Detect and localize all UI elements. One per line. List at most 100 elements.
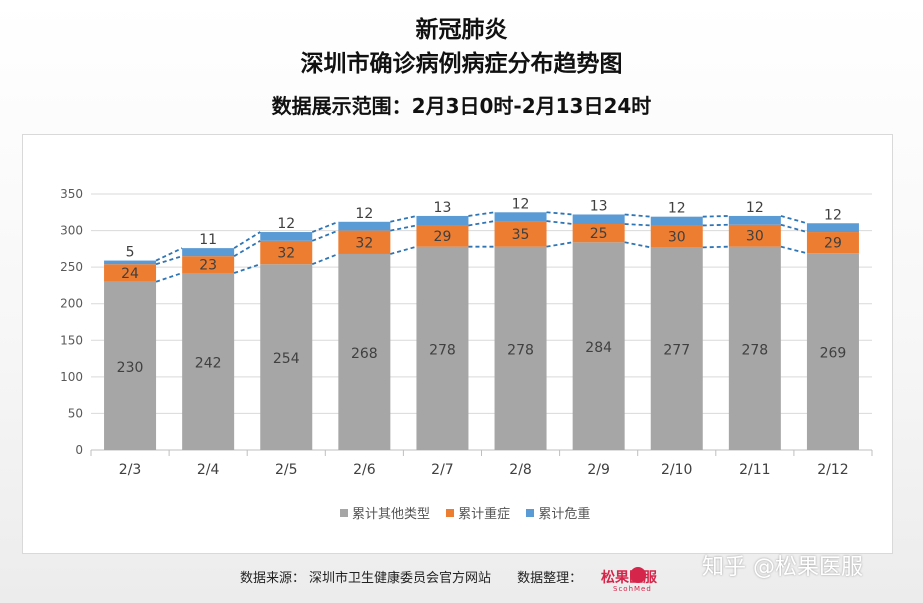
data-label-severe: 30 xyxy=(746,229,764,245)
watermark: 知乎 @松果医服 xyxy=(702,555,863,580)
bar-segment-critical xyxy=(650,216,703,226)
x-tick-label: 2/10 xyxy=(661,462,692,478)
series-connector-line xyxy=(233,263,261,274)
data-label-critical: 13 xyxy=(590,198,608,214)
series-connector-line xyxy=(233,231,261,249)
data-label-critical: 12 xyxy=(355,206,373,222)
series-connector-line xyxy=(546,220,573,225)
organizer-label: 数据整理： xyxy=(517,571,583,586)
legend-item-severe: 累计重症 xyxy=(446,503,510,522)
bar-segment-critical xyxy=(494,212,547,222)
bar-segment-critical xyxy=(260,232,313,241)
series-connector-line xyxy=(155,255,183,266)
bar-segment-critical xyxy=(728,215,781,225)
data-label-other: 230 xyxy=(117,360,144,376)
series-connector-line xyxy=(390,215,417,223)
bar-segment-severe xyxy=(182,256,235,273)
bar-segment-other xyxy=(572,242,625,450)
legend-swatch-severe xyxy=(446,509,455,517)
data-label-other: 242 xyxy=(195,355,222,371)
legend-label-critical: 累计危重 xyxy=(538,507,591,522)
series-connector-line xyxy=(468,220,495,227)
series-connector-line xyxy=(311,229,339,242)
bar-segment-other xyxy=(260,264,313,450)
bar-segment-critical xyxy=(806,223,859,233)
x-tick-label: 2/9 xyxy=(587,462,610,478)
logo-text: 松果医服 xyxy=(601,570,657,586)
source-value: 深圳市卫生健康委员会官方网站 xyxy=(309,571,492,586)
series-connector-line xyxy=(702,215,729,218)
series-connector-line xyxy=(390,224,417,232)
y-tick-label: 200 xyxy=(60,297,83,311)
bar-segment-other xyxy=(728,246,781,450)
bar-segment-other xyxy=(650,247,703,450)
chart-subtitle: 深圳市确诊病例病症分布趋势图 xyxy=(300,51,623,77)
bar-segment-critical xyxy=(572,214,625,224)
series-connector-line xyxy=(155,272,183,283)
data-label-critical: 12 xyxy=(746,200,764,216)
y-tick-label: 100 xyxy=(60,370,83,384)
series-connector-line xyxy=(155,247,183,262)
bar-segment-critical xyxy=(416,215,469,226)
bar-segment-critical xyxy=(338,221,391,231)
legend-swatch-other xyxy=(340,509,348,517)
data-label-severe: 29 xyxy=(824,236,842,252)
bar-segment-severe xyxy=(806,232,859,254)
data-label-severe: 32 xyxy=(355,235,373,251)
series-connector-line xyxy=(311,220,339,233)
x-tick-label: 2/3 xyxy=(119,462,142,478)
data-label-other: 268 xyxy=(351,346,378,362)
data-label-severe: 24 xyxy=(121,266,139,282)
series-connector-line xyxy=(702,223,729,227)
data-label-severe: 25 xyxy=(590,226,608,242)
data-label-critical: 12 xyxy=(668,201,686,217)
data-label-other: 278 xyxy=(741,342,768,358)
data-label-critical: 13 xyxy=(434,200,452,216)
data-label-other: 277 xyxy=(663,343,690,359)
bar-segment-severe xyxy=(104,264,157,282)
y-tick-label: 300 xyxy=(60,224,83,238)
series-connector-line xyxy=(780,245,808,255)
bar-segment-severe xyxy=(260,240,313,265)
series-connector-line xyxy=(780,223,808,233)
x-tick-label: 2/5 xyxy=(275,462,298,478)
data-label-critical: 12 xyxy=(512,196,530,212)
series-connector-line xyxy=(311,253,339,266)
source-label: 数据来源： xyxy=(240,571,306,586)
legend-item-other: 累计其他类型 xyxy=(340,503,430,522)
data-label-other: 284 xyxy=(585,340,612,356)
data-label-critical: 12 xyxy=(277,216,295,232)
y-tick-label: 0 xyxy=(75,443,83,457)
series-connector-line xyxy=(546,241,573,248)
legend-item-critical: 累计危重 xyxy=(526,503,590,522)
chart-title: 新冠肺炎 xyxy=(415,17,508,43)
legend-swatch-critical xyxy=(526,509,535,517)
bar-segment-severe xyxy=(416,225,469,247)
data-label-critical: 11 xyxy=(199,232,217,248)
data-label-other: 254 xyxy=(273,351,300,367)
series-connector-line xyxy=(390,245,417,255)
x-tick-label: 2/12 xyxy=(817,462,848,478)
data-label-other: 278 xyxy=(507,342,534,358)
data-label-other: 269 xyxy=(820,346,847,362)
series-connector-line xyxy=(233,240,261,257)
data-label-severe: 32 xyxy=(277,246,295,262)
data-label-severe: 30 xyxy=(668,229,686,245)
x-tick-label: 2/4 xyxy=(197,462,220,478)
series-connector-line xyxy=(546,211,573,216)
bar-segment-other xyxy=(416,246,469,450)
bar-segment-severe xyxy=(494,221,547,247)
x-tick-label: 2/7 xyxy=(431,462,454,478)
y-tick-label: 150 xyxy=(60,333,83,347)
y-tick-label: 350 xyxy=(60,187,83,201)
data-label-severe: 29 xyxy=(434,229,452,245)
logo-subtext: ScohMed xyxy=(613,585,652,593)
bar-segment-other xyxy=(806,253,859,450)
bar-segment-other xyxy=(104,281,157,450)
data-range-title: 数据展示范围：2月3日0时-2月13日24时 xyxy=(271,94,652,118)
legend: 累计其他类型 累计重症 累计危重 xyxy=(340,503,602,522)
x-tick-label: 2/11 xyxy=(739,462,770,478)
bar-segment-severe xyxy=(650,225,703,248)
series-connector-line xyxy=(624,241,651,249)
